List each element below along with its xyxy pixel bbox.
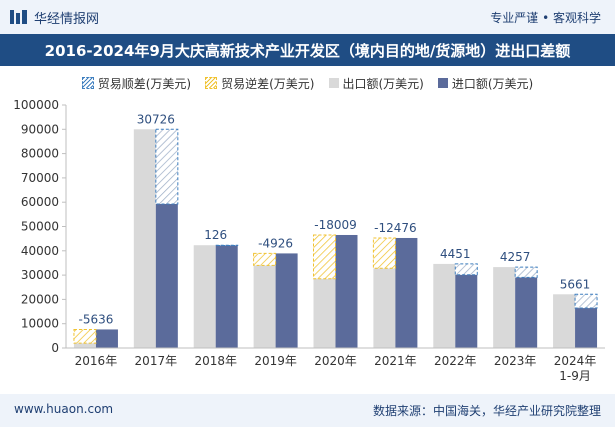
y-tick-label: 80000 [21, 147, 59, 161]
top-banner: 华经情报网 专业严谨 • 客观科学 [0, 0, 615, 34]
data-label: 5661 [560, 277, 591, 291]
import-bar [335, 234, 358, 348]
export-bar [373, 268, 396, 348]
y-tick-label: 20000 [21, 292, 59, 306]
deficit-bar [73, 328, 97, 344]
x-tick-label: 2023年 [494, 354, 537, 368]
surplus-bar [155, 128, 179, 205]
x-tick-label: 2020年 [314, 354, 357, 368]
legend-label-export: 出口额(万美元) [342, 76, 424, 91]
data-label: -18009 [314, 218, 357, 232]
y-axis: 0 10000 20000 30000 40000 50000 60000 70000 8000… [13, 98, 67, 355]
x-tick-label: 2017年 [135, 354, 178, 368]
x-axis: 2016年 2017年 2018年 2019年 2020年 2021年 2022年 2023年… [66, 347, 605, 383]
x-tick-label: 2019年 [254, 354, 297, 368]
slogan: 专业严谨 • 客观科学 [490, 11, 601, 25]
chart-legend: 贸易顺差(万美元) 贸易逆差(万美元) 出口额(万美元) 进口额(万美元) [0, 72, 615, 94]
legend-item-import: 进口额(万美元) [437, 72, 534, 94]
data-label: 30726 [137, 112, 175, 126]
site-url[interactable]: www.huaon.com [14, 402, 114, 416]
data-source: 数据来源：中国海关，华经产业研究院整理 [372, 404, 601, 418]
legend-label-deficit: 贸易逆差(万美元) [221, 76, 315, 91]
legend-swatch-export [328, 78, 339, 88]
export-bar [313, 278, 336, 348]
x-tick-label-line: 2018年 [194, 354, 237, 368]
legend-item-export: 出口额(万美元) [328, 72, 424, 94]
legend-item-deficit: 贸易逆差(万美元) [205, 72, 315, 94]
export-bar [253, 265, 276, 348]
x-tick-label: 2016年 [75, 354, 118, 368]
legend-item-surplus: 贸易顺差(万美元) [81, 72, 192, 94]
chart-plot: 0 10000 20000 30000 40000 50000 60000 70000 8000… [13, 98, 605, 383]
x-tick-label: 2018年 [194, 354, 237, 368]
chart-title: 2016-2024年9月大庆高新技术产业开发区（境内目的地/货源地）进出口差额 [44, 42, 571, 60]
surplus-bar [574, 293, 598, 309]
y-tick-label: 30000 [21, 268, 59, 282]
y-tick-label: 90000 [21, 122, 59, 136]
deficit-bar [253, 252, 277, 266]
y-tick-label: 10000 [21, 317, 59, 331]
x-tick-label-line: 2021年 [374, 354, 417, 368]
export-bar [553, 294, 576, 348]
import-bar [395, 237, 418, 348]
data-label: 4451 [440, 247, 471, 261]
import-bar [95, 329, 118, 348]
x-tick-label: 2024年 1-9月 [554, 354, 597, 383]
x-tick-label-line: 2022年 [434, 354, 477, 368]
brand-name[interactable]: 华经情报网 [34, 12, 100, 27]
footer-bar: www.huaon.com 数据来源：中国海关，华经产业研究院整理 [0, 394, 615, 427]
x-tick-label: 2021年 [374, 354, 417, 368]
data-label: 4257 [500, 250, 531, 264]
bars-layer: -5636 30726 126 -4926 -18009 -12476 4451 4257 56… [73, 112, 598, 348]
export-bar [133, 129, 156, 348]
import-bar [155, 203, 178, 348]
import-bar [515, 277, 538, 348]
export-bar [493, 267, 516, 348]
import-bar [215, 245, 238, 348]
y-tick-label: 0 [51, 341, 59, 355]
x-tick-label-line: 2016年 [75, 354, 118, 368]
legend-swatch-import [437, 78, 448, 88]
x-tick-label-line: 2024年 [554, 354, 597, 368]
huajing-logo-icon [10, 10, 27, 24]
data-label: -12476 [374, 221, 417, 235]
legend-swatch-surplus [81, 77, 94, 89]
export-bar [193, 245, 216, 348]
deficit-bar [313, 234, 336, 280]
x-tick-label: 2022年 [434, 354, 477, 368]
data-label: -4926 [258, 236, 293, 250]
legend-label-import: 进口额(万美元) [451, 76, 534, 91]
surplus-bar [514, 266, 538, 278]
x-tick-label-line: 1-9月 [559, 369, 591, 383]
y-tick-label: 60000 [21, 195, 59, 209]
data-label: -5636 [79, 312, 114, 326]
import-bar [455, 274, 478, 348]
export-bar [433, 263, 456, 348]
y-tick-label: 70000 [21, 171, 59, 185]
import-bar [575, 308, 598, 348]
y-tick-label: 50000 [21, 220, 59, 234]
export-bar [73, 343, 96, 348]
x-tick-label-line: 2017年 [135, 354, 178, 368]
x-tick-label-line: 2020年 [314, 354, 357, 368]
y-tick-label: 40000 [21, 244, 59, 258]
x-tick-label-line: 2019年 [254, 354, 297, 368]
x-tick-label-line: 2023年 [494, 354, 537, 368]
legend-swatch-deficit [205, 77, 218, 89]
data-label: 126 [204, 228, 227, 242]
legend-label-surplus: 贸易顺差(万美元) [97, 76, 192, 91]
deficit-bar [372, 237, 396, 269]
title-bar: 2016-2024年9月大庆高新技术产业开发区（境内目的地/货源地）进出口差额 [0, 34, 615, 66]
y-tick-label: 100000 [13, 98, 59, 112]
import-bar [275, 253, 298, 348]
surplus-bar [454, 263, 478, 276]
